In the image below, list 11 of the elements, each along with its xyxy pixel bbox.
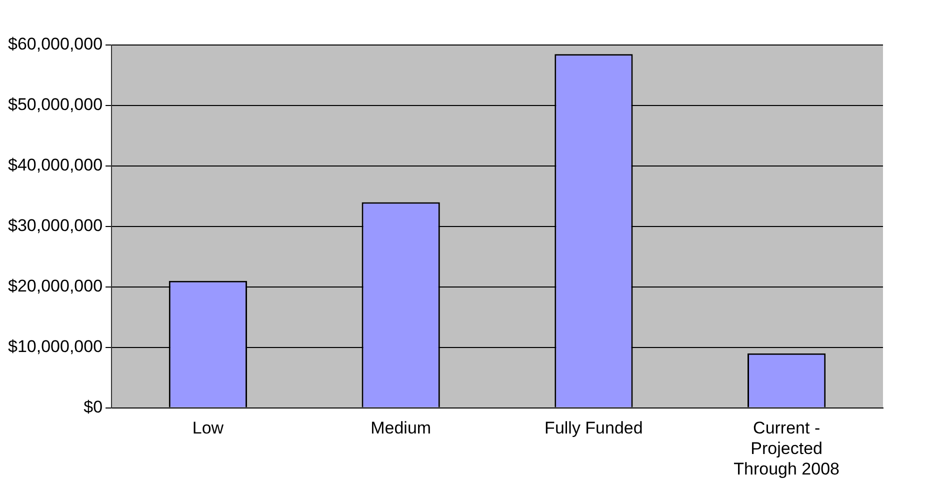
y-tick-label: $50,000,000	[8, 95, 103, 114]
x-tick-label: Fully Funded	[544, 418, 643, 438]
y-tick-label: $20,000,000	[8, 276, 103, 296]
x-tick-label: Current - Projected Through 2008	[734, 418, 840, 478]
y-tick-label: $60,000,000	[8, 34, 103, 54]
y-tick-label: $30,000,000	[8, 216, 103, 236]
x-tick-label: Medium	[370, 418, 432, 438]
y-tick-label: $0	[84, 397, 103, 416]
y-tick-label: $10,000,000	[8, 337, 103, 356]
y-tick-label: $40,000,000	[8, 156, 103, 175]
x-tick-label: Low	[192, 418, 224, 438]
